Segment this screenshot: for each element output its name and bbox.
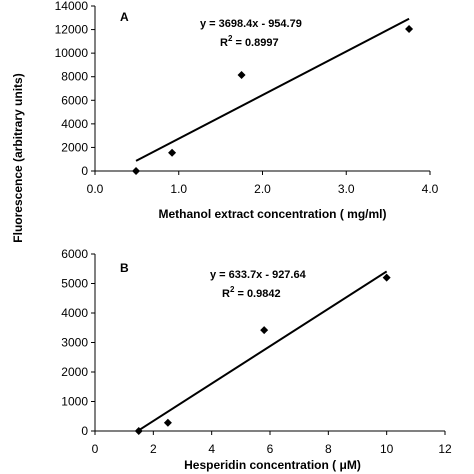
regression-equation: y = 633.7x - 927.64 bbox=[210, 269, 307, 281]
x-tick-label: 1.0 bbox=[170, 182, 187, 196]
y-tick-label: 14000 bbox=[55, 0, 89, 13]
y-tick-label: 0 bbox=[81, 424, 88, 438]
y-tick-label: 10000 bbox=[55, 46, 89, 60]
panel-label: B bbox=[120, 261, 129, 275]
y-tick-label: 6000 bbox=[61, 93, 88, 107]
r-squared-value: = 0.9842 bbox=[234, 288, 280, 300]
r-squared-symbol: R bbox=[222, 288, 230, 300]
y-tick-label: 0 bbox=[81, 164, 88, 178]
panel-b-chart: 0 1000 2000 3000 4000 5000 6000 0 2 4 6 8 10 12 Hesper… bbox=[61, 247, 452, 472]
x-axis-title: Methanol extract concentration ( mg/ml) bbox=[158, 207, 386, 221]
panel-a-chart: 0 2000 4000 6000 8000 10000 12000 14000 0.0 1.0 2.… bbox=[55, 0, 439, 221]
panel-label: A bbox=[120, 10, 129, 24]
x-tick-label: 4.0 bbox=[422, 182, 439, 196]
y-tick-label: 2000 bbox=[61, 140, 88, 154]
r-squared-label: R2 = 0.9842 bbox=[222, 285, 281, 300]
trendline bbox=[135, 17, 410, 162]
x-tick-label: 12 bbox=[438, 442, 452, 456]
data-point bbox=[168, 148, 177, 157]
y-tick-label: 1000 bbox=[61, 395, 88, 409]
data-point bbox=[382, 273, 391, 282]
trendline bbox=[138, 270, 388, 432]
x-tick-label: 0.0 bbox=[87, 182, 104, 196]
r-squared-value: = 0.8997 bbox=[232, 37, 278, 49]
y-tick-label: 4000 bbox=[61, 117, 88, 131]
data-point bbox=[134, 427, 143, 435]
r-squared-label: R2 = 0.8997 bbox=[220, 34, 279, 49]
x-axis-title: Hesperidin concentration ( μM) bbox=[184, 458, 361, 472]
shared-y-axis-title: Fluorescence (arbitrary units) bbox=[11, 73, 25, 242]
r-squared-symbol: R bbox=[220, 37, 228, 49]
y-tick-label: 3000 bbox=[61, 336, 88, 350]
data-point bbox=[260, 326, 269, 335]
data-point bbox=[163, 418, 172, 427]
y-tick-label: 8000 bbox=[61, 70, 88, 84]
x-tick-label: 0 bbox=[92, 442, 99, 456]
y-tick-label: 2000 bbox=[61, 365, 88, 379]
x-tick-label: 8 bbox=[325, 442, 332, 456]
r-squared-superscript: 2 bbox=[228, 34, 233, 43]
regression-equation: y = 3698.4x - 954.79 bbox=[200, 18, 302, 30]
x-tick-label: 2.0 bbox=[254, 182, 271, 196]
r-squared-superscript: 2 bbox=[230, 285, 235, 294]
data-point bbox=[237, 70, 246, 79]
y-tick-label: 12000 bbox=[55, 23, 89, 37]
x-tick-label: 2 bbox=[150, 442, 157, 456]
y-tick-label: 5000 bbox=[61, 277, 88, 291]
y-tick-label: 4000 bbox=[61, 306, 88, 320]
x-tick-label: 6 bbox=[267, 442, 274, 456]
data-point bbox=[132, 167, 141, 175]
y-tick-label: 6000 bbox=[61, 247, 88, 261]
x-tick-label: 3.0 bbox=[338, 182, 355, 196]
x-tick-label: 10 bbox=[380, 442, 394, 456]
x-tick-label: 4 bbox=[208, 442, 215, 456]
data-point bbox=[405, 24, 414, 33]
